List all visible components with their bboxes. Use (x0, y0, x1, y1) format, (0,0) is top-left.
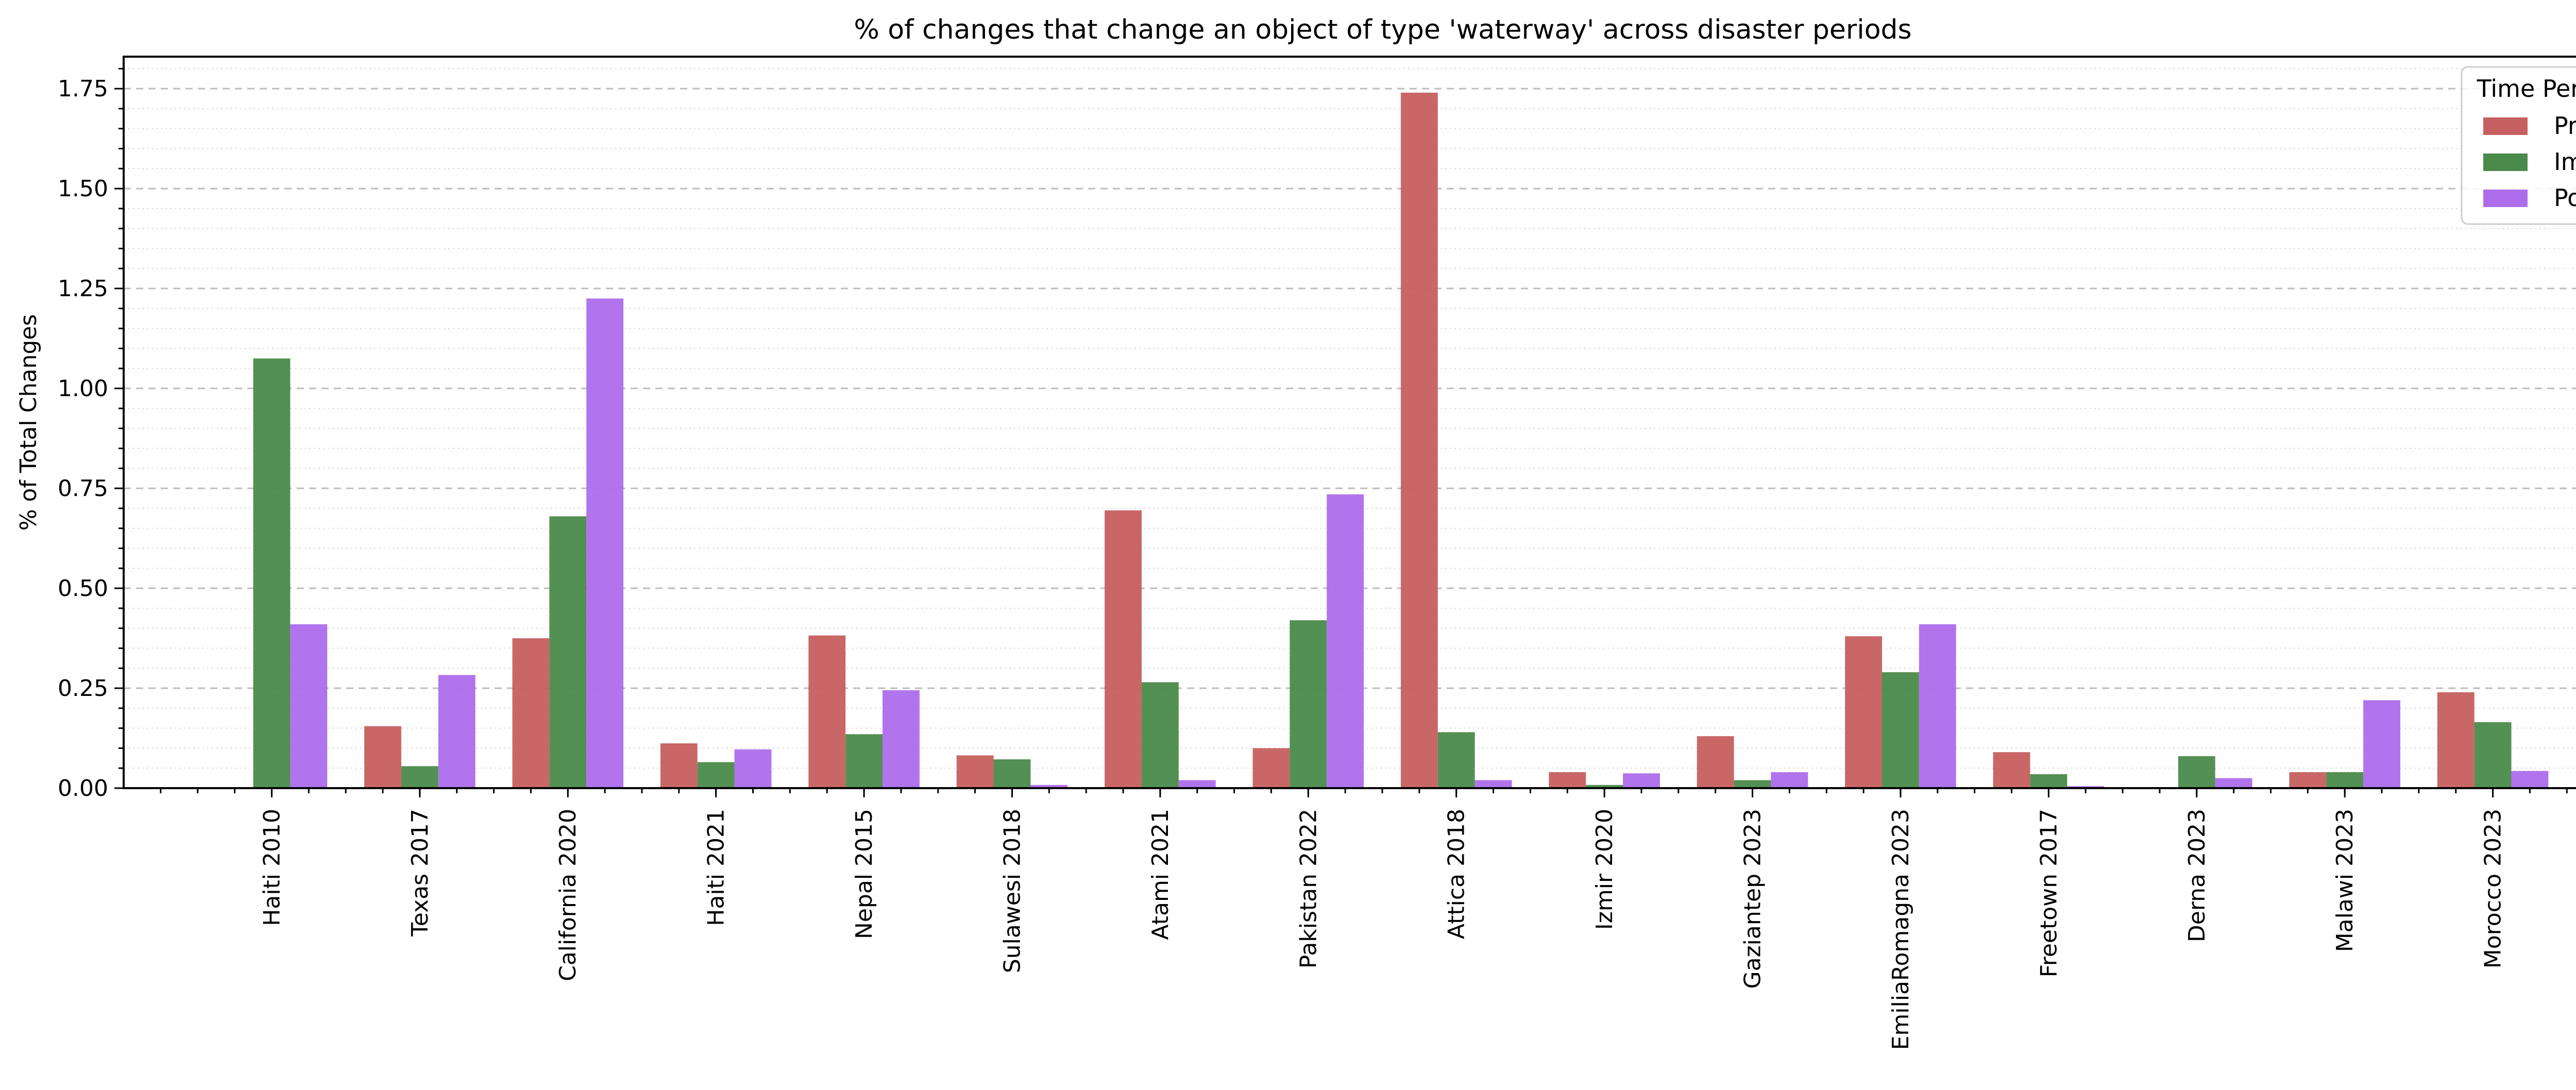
legend-items: Pre Imm Post (2483, 112, 2576, 212)
x-tick-label: Attica 2018 (1444, 809, 1470, 939)
x-tick-label: Morocco 2023 (2480, 809, 2506, 968)
y-tick-label: 1.25 (58, 276, 108, 302)
bar-imm (2178, 756, 2215, 788)
chart-title: % of changes that change an object of ty… (854, 14, 1911, 45)
plot-frame (123, 56, 2576, 789)
bar-post (1327, 494, 1364, 788)
bar-pre (512, 638, 550, 788)
x-tick-label: Gaziantep 2023 (1740, 809, 1766, 989)
bar-post (2511, 771, 2549, 788)
bar-imm (1734, 780, 1771, 788)
bar-imm (549, 516, 587, 788)
bar-pre (1400, 92, 1438, 788)
y-tick-label: 1.50 (58, 176, 108, 202)
bar-pre (808, 635, 846, 788)
bar-imm (1290, 620, 1327, 788)
bar-post (1178, 780, 1216, 788)
bar-post (1623, 773, 1660, 788)
bar-post (290, 624, 328, 788)
x-tick-label: Texas 2017 (407, 809, 433, 937)
bar-imm (697, 762, 735, 788)
y-axis-label: % of Total Changes (15, 314, 42, 531)
x-tick-label: Atami 2021 (1147, 809, 1174, 940)
bar-imm (845, 734, 883, 788)
x-tick-label: Malawi 2023 (2332, 809, 2358, 952)
legend-label-pre: Pre (2554, 112, 2576, 140)
bar-imm (1882, 672, 1919, 788)
bar-pre (956, 755, 994, 788)
x-tick-label: Haiti 2010 (259, 809, 285, 926)
bar-pre (1993, 752, 2030, 788)
x-tick-label: Izmir 2020 (1591, 809, 1618, 930)
bar-post (1919, 624, 1956, 788)
bar-post (586, 298, 624, 788)
x-tick-label: Haiti 2021 (703, 809, 730, 926)
bar-imm (1141, 682, 1179, 788)
bar-pre (1549, 772, 1586, 788)
bar-pre (1105, 510, 1142, 788)
bar-pre (364, 726, 401, 788)
bar-post (438, 675, 476, 788)
x-tick-label: Derna 2023 (2184, 809, 2210, 942)
bar-pre (1697, 736, 1734, 788)
y-tick-label: 1.75 (58, 76, 108, 102)
x-axis: Haiti 2010 Texas 2017 California 2020 Haiti… (160, 788, 2568, 1050)
bar-post (1475, 780, 1512, 788)
bar-post (1771, 772, 1808, 788)
legend-label-post: Post (2554, 184, 2576, 212)
bars (253, 92, 2549, 788)
x-tick-label: Pakistan 2022 (1295, 809, 1321, 968)
y-tick-label: 0.75 (58, 475, 108, 502)
bar-pre (660, 743, 698, 788)
legend-swatch-imm (2483, 154, 2528, 171)
legend-box (2461, 66, 2576, 225)
bar-imm (1586, 785, 1623, 788)
bar-imm (401, 766, 438, 788)
y-tick-label: 0.50 (58, 575, 108, 602)
bar-imm (2326, 772, 2364, 788)
x-tick-label: California 2020 (555, 809, 581, 981)
y-axis: 0.00 0.25 0.50 0.75 1.00 1.25 1.50 1.75 (58, 67, 124, 802)
x-tick-label: Nepal 2015 (851, 809, 877, 939)
legend-swatch-pre (2483, 117, 2528, 135)
bar-imm (993, 759, 1031, 788)
legend-swatch-post (2483, 190, 2528, 207)
bar-post (734, 749, 772, 788)
bar-imm (2030, 774, 2067, 788)
y-tick-label: 0.00 (58, 775, 108, 802)
bar-post (882, 690, 920, 788)
bar-post (2363, 700, 2400, 788)
bar-imm (253, 358, 291, 788)
legend-title: Time Period (2477, 75, 2576, 103)
bar-pre (1845, 636, 1883, 788)
x-tick-label: Freetown 2017 (2036, 809, 2062, 977)
legend: Time Period Pre Imm Post (2461, 66, 2576, 225)
y-tick-label: 1.00 (58, 376, 108, 402)
bar-pre (1252, 748, 1290, 788)
bar-imm (1437, 732, 1475, 788)
bar-pre (2289, 772, 2327, 788)
bar-imm (2474, 722, 2512, 788)
bar-pre (2437, 692, 2475, 788)
legend-label-imm: Imm (2554, 148, 2576, 176)
bar-post (2215, 778, 2252, 788)
x-tick-label: Sulawesi 2018 (999, 809, 1025, 973)
bar-post (1030, 785, 1068, 788)
y-tick-label: 0.25 (58, 675, 108, 702)
x-tick-label: EmiliaRomagna 2023 (1888, 809, 1914, 1050)
